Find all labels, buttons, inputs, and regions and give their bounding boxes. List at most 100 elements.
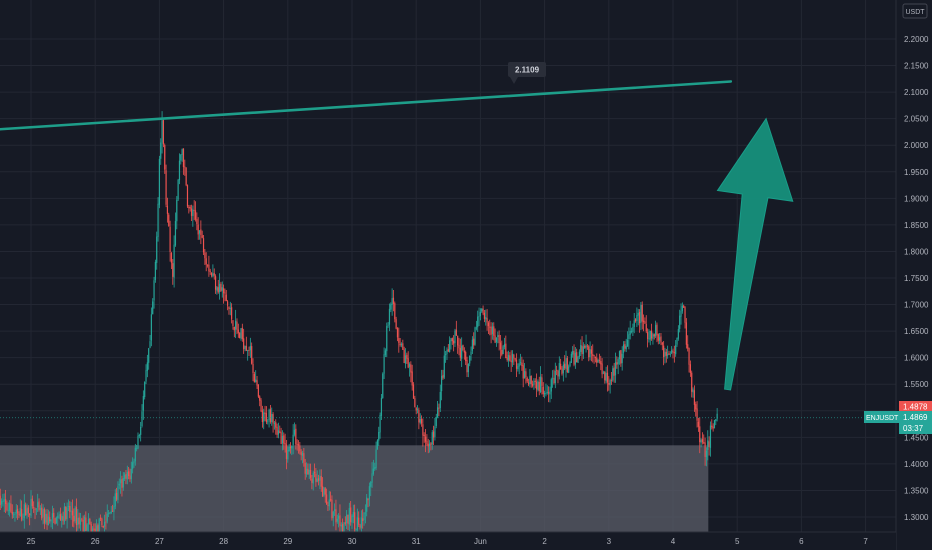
- candle-body: [269, 409, 272, 422]
- candle-body: [497, 335, 499, 337]
- candle-body: [707, 440, 709, 450]
- candle-body: [158, 158, 160, 205]
- price-axis[interactable]: 2.2000 2.1500 2.1000 2.0500 2.0000 1.9500 1.90…: [895, 0, 932, 550]
- candle-body: [495, 337, 498, 343]
- candle-body: [49, 517, 51, 522]
- candle-body: [458, 344, 460, 349]
- candle-body: [463, 350, 465, 353]
- candle-body: [640, 304, 642, 323]
- candle-body: [601, 363, 603, 375]
- candle-body: [371, 473, 373, 483]
- candle-body: [605, 372, 607, 382]
- price-tick-label: 1.3000: [904, 513, 929, 522]
- time-tick-label: 6: [799, 537, 804, 546]
- candle-body: [509, 355, 511, 361]
- candle-body: [148, 348, 150, 363]
- candle-body: [35, 508, 37, 510]
- candle-body: [438, 407, 440, 409]
- candle-body: [209, 270, 211, 272]
- candle-body: [297, 444, 300, 446]
- candle-body: [161, 120, 163, 143]
- candle-body: [300, 451, 302, 456]
- candle-body: [114, 493, 116, 507]
- candle-body: [525, 371, 527, 378]
- candle-body: [715, 419, 717, 422]
- candle-body: [675, 345, 677, 355]
- candle-body: [600, 361, 602, 365]
- candle-body: [221, 287, 223, 291]
- candle-body: [402, 343, 404, 350]
- candle-body: [699, 426, 701, 443]
- candle-body: [383, 354, 385, 374]
- candle-body: [394, 303, 396, 320]
- candle-body: [570, 353, 572, 363]
- candle-body: [346, 514, 348, 524]
- candle-body: [69, 506, 71, 512]
- candle-body: [414, 398, 416, 408]
- candle-body: [13, 514, 15, 516]
- candle-body: [214, 276, 217, 290]
- candle-body: [109, 512, 111, 514]
- time-axis[interactable]: 25 26 27 28 29 30 31 Jun 2 3 4 5 6 7: [0, 531, 896, 550]
- candle-body: [51, 513, 53, 519]
- candle-body: [586, 345, 588, 347]
- candle-body: [372, 468, 374, 474]
- candle-body: [355, 528, 357, 530]
- candle-body: [622, 344, 625, 353]
- price-tick-label: 2.2000: [904, 35, 929, 44]
- candle-body: [67, 506, 70, 508]
- candle-body: [696, 408, 698, 421]
- candle-body: [390, 304, 392, 310]
- candle-body: [111, 510, 114, 512]
- price-tick-label: 1.9500: [904, 168, 929, 177]
- candle-body: [407, 358, 409, 368]
- candle-body: [177, 179, 179, 200]
- candle-body: [317, 478, 320, 481]
- candle-body: [301, 453, 304, 456]
- candle-body: [685, 322, 687, 345]
- candle-body: [351, 515, 353, 523]
- candle-body: [419, 419, 421, 423]
- currency-badge[interactable]: [902, 3, 928, 19]
- candle-body: [343, 522, 345, 532]
- candle-body: [197, 224, 199, 235]
- candle-body: [281, 436, 284, 444]
- candle-body: [201, 235, 203, 238]
- candle-body: [184, 166, 186, 168]
- candle-body: [459, 347, 461, 358]
- candle-body: [576, 352, 578, 363]
- candle-body: [428, 443, 431, 447]
- candle-body: [10, 503, 12, 513]
- candle-body: [410, 364, 412, 373]
- trendline-label-pointer: [510, 77, 518, 84]
- candle-body: [356, 517, 358, 530]
- up-arrow-shape[interactable]: [716, 117, 794, 391]
- trendline-line[interactable]: [0, 80, 733, 131]
- candle-body: [33, 507, 35, 508]
- candle-body: [606, 372, 609, 383]
- price-tick-label: 2.1000: [904, 88, 929, 97]
- candle-body: [90, 524, 92, 535]
- candle-body: [176, 199, 178, 222]
- candle-body: [145, 370, 147, 382]
- candle-body: [608, 383, 610, 385]
- candle-body: [55, 517, 58, 524]
- candle-body: [0, 495, 1, 506]
- candle-body: [537, 381, 539, 391]
- candle-body: [625, 345, 627, 350]
- candle-body: [483, 312, 486, 319]
- candle-body: [212, 273, 214, 277]
- candle-body: [523, 370, 526, 378]
- candle-body: [236, 321, 238, 330]
- trendline[interactable]: 2.1109: [0, 62, 733, 131]
- candle-body: [565, 358, 567, 370]
- candle-body: [435, 416, 437, 427]
- up-arrow-annotation[interactable]: [716, 117, 794, 391]
- candle-body: [380, 397, 383, 416]
- candle-body: [118, 483, 120, 486]
- candle-body: [449, 340, 451, 352]
- candle-body: [453, 340, 455, 344]
- candle-body: [325, 494, 328, 505]
- candle-body: [22, 519, 24, 521]
